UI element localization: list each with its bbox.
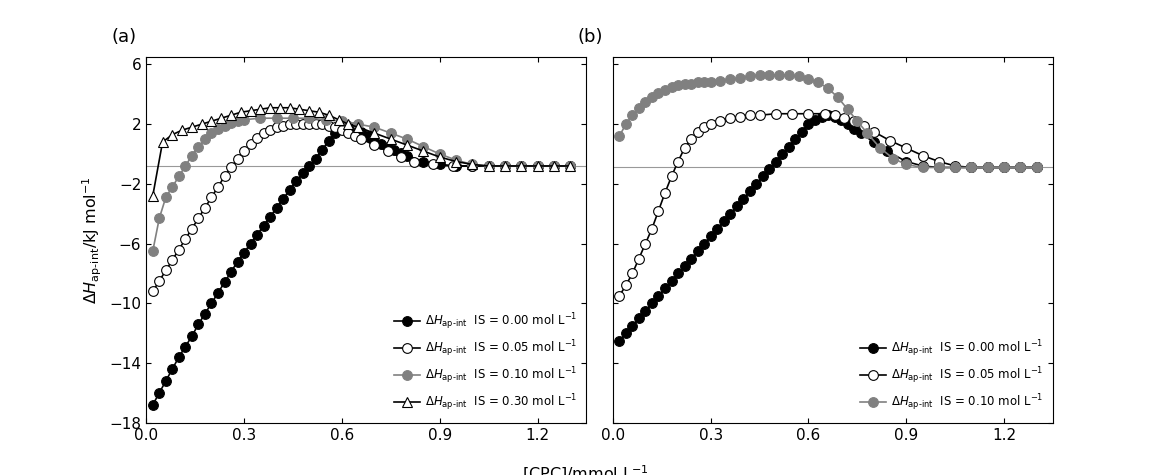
- Text: [CPC]/mmol L$^{-1}$: [CPC]/mmol L$^{-1}$: [522, 465, 648, 475]
- Legend: $\Delta H_{\mathrm{ap\text{-}int}}$  IS = 0.00 mol L$^{-1}$, $\Delta H_{\mathrm{: $\Delta H_{\mathrm{ap\text{-}int}}$ IS =…: [856, 335, 1047, 417]
- Legend: $\Delta H_{\mathrm{ap\text{-}int}}$  IS = 0.00 mol L$^{-1}$, $\Delta H_{\mathrm{: $\Delta H_{\mathrm{ap\text{-}int}}$ IS =…: [391, 308, 580, 417]
- Text: (b): (b): [578, 28, 603, 46]
- Text: (a): (a): [111, 28, 136, 46]
- Y-axis label: $\Delta H_{\mathrm{ap\text{-}int}}$/kJ mol$^{-1}$: $\Delta H_{\mathrm{ap\text{-}int}}$/kJ m…: [81, 176, 104, 304]
